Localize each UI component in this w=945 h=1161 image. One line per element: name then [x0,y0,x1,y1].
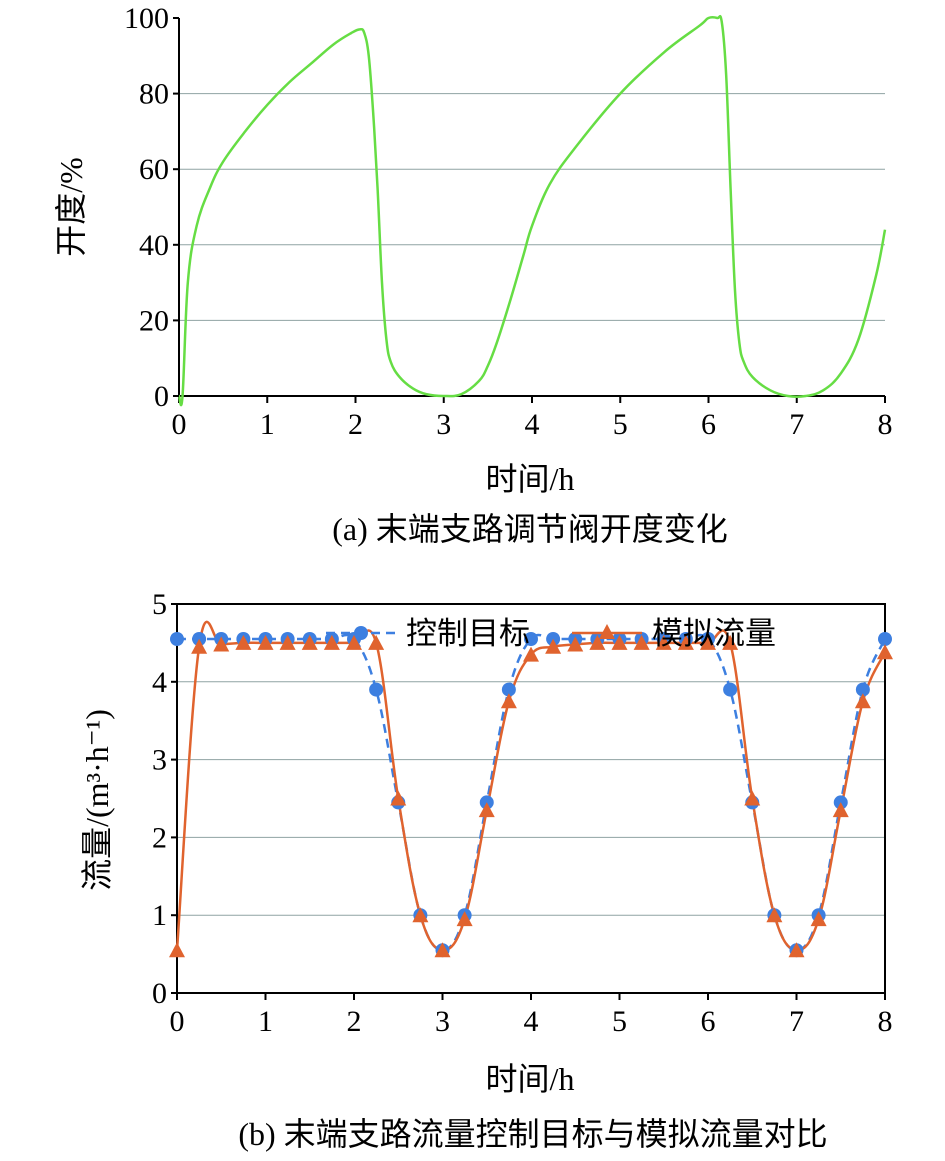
x-tick-label: 2 [347,1005,362,1038]
data-point-triangle [677,634,694,650]
y-tick-label: 100 [124,2,169,35]
data-point-triangle [478,802,495,818]
data-point-triangle [500,693,517,709]
chart-b-x-tick-labels: 0 1 2 3 4 5 6 7 8 [170,1005,893,1038]
x-tick-label: 4 [525,408,540,441]
data-point-triangle [434,942,451,958]
data-point-triangle [589,634,606,650]
data-point-triangle [655,634,672,650]
x-tick-label: 1 [260,408,275,441]
chart-a-y-axis-label: 开度/% [53,157,89,257]
chart-a-x-axis-label: 时间/h [486,461,575,497]
data-point-circle [855,682,870,697]
chart-b-y-tick-labels: 0 1 2 3 4 5 [152,588,167,1010]
y-tick-label: 1 [152,899,167,932]
y-tick-label: 0 [152,977,167,1010]
data-point-triangle [877,644,893,660]
y-tick-label: 20 [139,304,169,337]
data-point-triangle [744,790,761,806]
x-tick-label: 3 [436,408,451,441]
data-point-triangle [346,634,362,650]
chart-a-plot-area [177,15,887,407]
data-point-triangle [368,634,385,650]
chart-a-caption: (a) 末端支路调节阀开度变化 [332,511,728,547]
legend-simulated-label: 模拟流量 [652,616,776,651]
chart-a-y-tick-labels: 0 20 40 60 80 100 [124,2,169,413]
y-tick-label: 80 [139,78,169,111]
y-tick-label: 40 [139,229,169,262]
data-point-triangle [456,911,473,927]
chart-a-gridlines [173,17,886,403]
data-point-circle [723,682,738,697]
chart-b-legend: 控制目标 模拟流量 [326,616,776,651]
x-tick-label: 7 [789,408,804,441]
y-tick-label: 0 [154,380,169,413]
series-line-1 [175,620,887,952]
data-point-triangle [412,907,429,923]
x-tick-label: 0 [172,408,187,441]
x-tick-label: 0 [170,1005,185,1038]
chart-b-x-axis-label: 时间/h [486,1061,575,1097]
legend-simulated-marker [599,624,615,639]
data-point-triangle [766,907,783,923]
chart-a-valve-opening: 0 20 40 60 80 100 0 1 2 3 4 5 6 7 8 时间/h 开度/% (a) 末端支… [53,2,893,547]
x-tick-label: 6 [701,1005,716,1038]
data-point-triangle [323,634,340,650]
data-point-triangle [633,634,650,650]
y-tick-label: 4 [152,666,167,699]
data-point-triangle [545,638,562,654]
data-point-circle [878,632,892,647]
data-point-triangle [810,911,827,927]
data-point-triangle [788,942,805,958]
y-tick-label: 60 [139,153,169,186]
data-point-circle [501,682,516,697]
y-tick-label: 2 [152,821,167,854]
data-point-triangle [523,646,539,662]
x-tick-label: 8 [878,1005,893,1038]
y-tick-label: 3 [152,744,167,777]
x-tick-label: 1 [258,1005,273,1038]
data-point-triangle [257,634,274,650]
x-tick-label: 6 [701,408,716,441]
chart-b-caption: (b) 末端支路流量控制目标与模拟流量对比 [238,1116,827,1152]
x-tick-label: 3 [435,1005,450,1038]
data-point-triangle [854,693,871,709]
series-line-0 [177,15,887,407]
chart-b-plot-area [169,620,893,958]
data-point-triangle [832,802,849,818]
data-point-triangle [567,636,584,652]
x-tick-label: 4 [524,1005,539,1038]
data-point-triangle [213,636,230,652]
data-point-triangle [301,634,318,650]
x-tick-label: 2 [348,408,363,441]
x-tick-label: 7 [789,1005,804,1038]
data-point-triangle [722,634,739,650]
chart-b-y-axis-label: 流量/(m³·h⁻¹) [79,709,115,891]
chart-b-flow-comparison: 0 1 2 3 4 5 0 1 2 3 4 5 6 7 8 控制目标 模拟流量 时间/h 流量/(m³·h… [79,588,893,1152]
data-point-circle [524,632,538,647]
y-tick-label: 5 [152,588,167,621]
chart-a-x-tick-labels: 0 1 2 3 4 5 6 7 8 [172,408,893,441]
x-tick-label: 8 [878,408,893,441]
chart-b-gridlines [171,603,886,1000]
data-point-triangle [700,634,716,650]
data-point-circle [170,632,184,647]
data-point-triangle [235,634,252,650]
data-point-triangle [390,790,407,806]
data-point-triangle [611,634,628,650]
x-tick-label: 5 [613,408,628,441]
data-point-triangle [169,942,185,958]
legend-target-label: 控制目标 [406,616,530,651]
data-point-circle [369,682,384,697]
x-tick-label: 5 [612,1005,627,1038]
plot-frame [176,603,886,994]
data-point-triangle [279,634,296,650]
data-point-triangle [191,638,208,654]
legend-target-marker [354,626,368,640]
